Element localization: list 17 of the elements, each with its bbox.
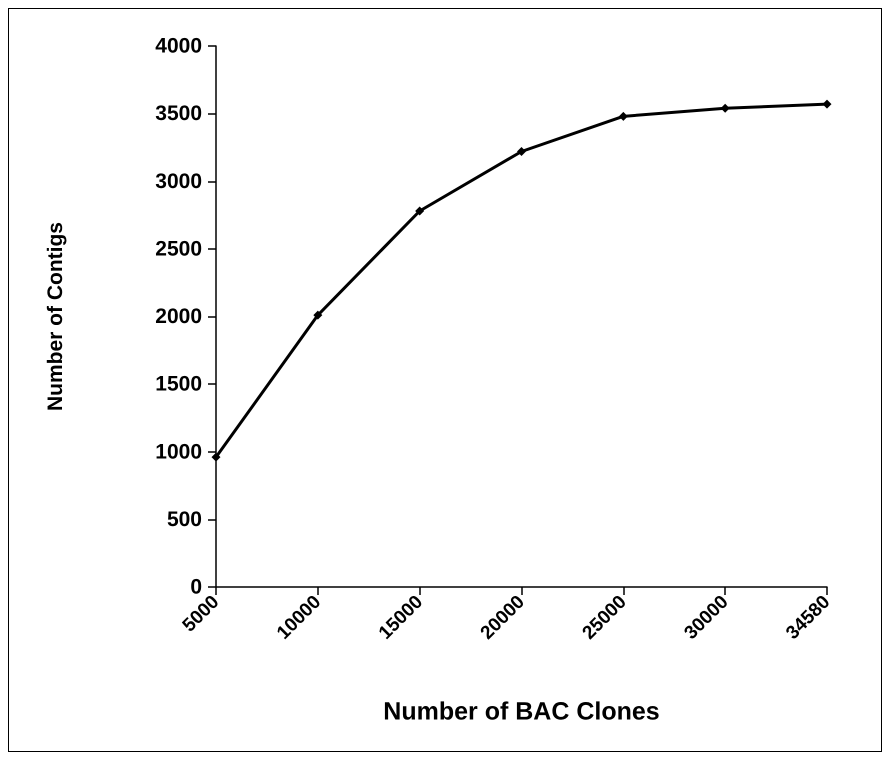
point [313,310,322,320]
y-tick-label: 1000 [155,440,202,464]
point [618,112,628,121]
point [212,452,220,462]
y-tick-label: 3000 [155,170,202,193]
y-tick-label: 500 [166,508,202,531]
y-tick-label: 1500 [155,372,202,396]
x-axis-title: Number of BAC Clones [383,698,660,726]
point [517,146,526,156]
y-tick-label: 4000 [155,34,202,58]
point [822,100,832,109]
y-tick-label: 2500 [155,237,202,260]
y-tick-label: 2000 [155,305,202,328]
point [415,206,424,216]
y-tick-label: 3500 [155,102,202,126]
y-tick-label: 0 [190,576,202,598]
y-axis-title: Number of Contigs [44,222,67,411]
